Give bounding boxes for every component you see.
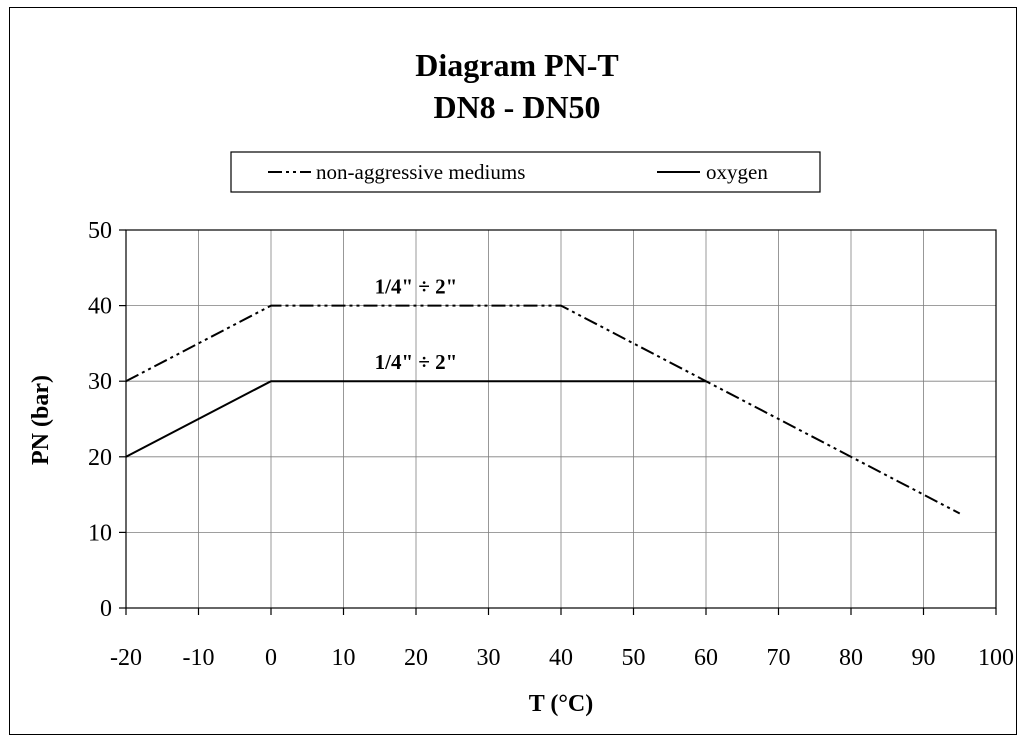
x-tick-label: 30 — [477, 645, 501, 671]
x-tick-label: 90 — [912, 645, 936, 671]
annotation-layer: 1/4" ÷ 2" 1/4" ÷ 2" — [375, 275, 458, 375]
x-tick-label: 70 — [767, 645, 791, 671]
range-annotation: 1/4" ÷ 2" — [375, 275, 458, 299]
x-tick-label: 40 — [549, 645, 573, 671]
legend-label-oxygen: oxygen — [706, 160, 768, 184]
x-tick-label: 10 — [332, 645, 356, 671]
grid-layer — [126, 230, 996, 608]
chart-title: Diagram PN-T — [415, 47, 619, 83]
chart-frame: Diagram PN-T DN8 - DN50 non-aggressive m… — [9, 7, 1017, 735]
series-line-non-aggressive — [125, 304, 961, 515]
legend-box — [230, 151, 821, 193]
range-annotation: 1/4" ÷ 2" — [375, 350, 458, 374]
x-tick-label: 100 — [978, 645, 1014, 671]
y-tick-label: 40 — [88, 294, 112, 320]
series-layer — [125, 304, 961, 515]
series-line-oxygen — [125, 380, 706, 458]
x-axis-title: T (°C) — [529, 691, 594, 717]
x-tick-label: 80 — [839, 645, 863, 671]
y-tick-label: 0 — [100, 596, 112, 622]
y-axis-title: PN (bar) — [28, 375, 54, 465]
x-tick-label: 20 — [404, 645, 428, 671]
legend-label-non-aggressive: non-aggressive mediums — [316, 160, 525, 184]
chart-svg: Diagram PN-T DN8 - DN50 non-aggressive m… — [28, 47, 1014, 717]
x-tick-label: 60 — [694, 645, 718, 671]
axes-layer: -20 -10 0 10 20 30 40 50 60 70 80 90 100 0 10 20 30 40 50 — [88, 218, 1014, 671]
x-tick-label: -20 — [110, 645, 142, 671]
x-tick-label: 50 — [622, 645, 646, 671]
y-tick-label: 30 — [88, 369, 112, 395]
y-tick-label: 50 — [88, 218, 112, 244]
y-tick-label: 10 — [88, 520, 112, 546]
x-tick-label: 0 — [265, 645, 277, 671]
y-tick-label: 20 — [88, 445, 112, 471]
chart-subtitle: DN8 - DN50 — [433, 89, 600, 125]
legend: non-aggressive mediums oxygen — [230, 151, 821, 193]
x-tick-label: -10 — [183, 645, 215, 671]
